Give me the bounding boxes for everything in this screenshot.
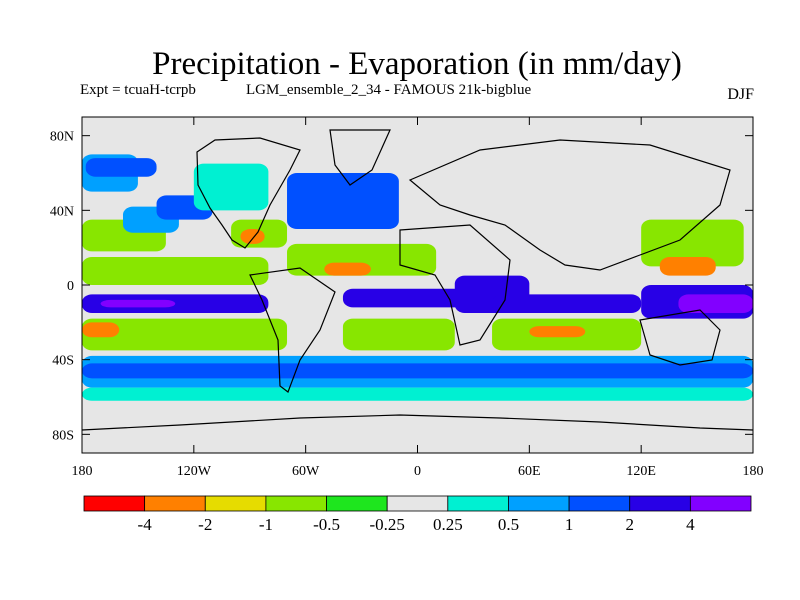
region-subtropical-atlantic bbox=[287, 243, 437, 276]
x-tick-label: 60W bbox=[292, 464, 320, 479]
x-tick-label: 120E bbox=[626, 464, 656, 479]
colorbar-swatch bbox=[508, 495, 570, 512]
region-south-pacific-orange bbox=[82, 322, 120, 338]
colorbar-label: 4 bbox=[686, 515, 695, 534]
colorbar-swatch bbox=[568, 495, 631, 512]
season-label: DJF bbox=[727, 86, 754, 103]
colorbar-swatch bbox=[83, 495, 146, 512]
colorbar-label: 0.25 bbox=[433, 515, 463, 534]
region-south-pacific-dry bbox=[82, 318, 288, 351]
coastline-antarctica bbox=[82, 414, 753, 431]
y-tick-label: 40N bbox=[50, 204, 74, 219]
coastline-australia bbox=[639, 309, 721, 366]
y-tick-label: 80S bbox=[52, 428, 74, 443]
coastline-eurasia bbox=[408, 139, 731, 271]
region-south-indian-orange bbox=[529, 326, 586, 338]
y-tick-label: 0 bbox=[67, 279, 74, 294]
colorbar-swatch bbox=[326, 495, 388, 512]
experiment-label: Expt = tcuaH-tcrpb bbox=[80, 82, 196, 98]
colorbar-label: 0.5 bbox=[498, 515, 519, 534]
region-gulf-dry-core bbox=[240, 229, 265, 244]
region-east-pacific-dry bbox=[82, 257, 269, 285]
colorbar-swatch bbox=[689, 495, 752, 512]
y-tick-label: 40S bbox=[52, 354, 74, 369]
region-west-pacific-dry bbox=[641, 219, 744, 267]
x-tick-label: 180 bbox=[72, 464, 93, 479]
region-west-pacific-orange bbox=[659, 257, 716, 276]
colorbar-label: -1 bbox=[259, 515, 273, 534]
region-north-atlantic-edge bbox=[287, 173, 399, 229]
coastline-south-america bbox=[249, 267, 336, 393]
region-north-pacific-wet bbox=[85, 158, 157, 177]
x-tick-label: 180 bbox=[743, 464, 764, 479]
colorbar-label: -0.5 bbox=[313, 515, 340, 534]
coastlines bbox=[82, 129, 753, 431]
colorbar-swatch bbox=[386, 495, 449, 512]
region-south-atlantic-dry bbox=[342, 318, 455, 351]
coastline-africa bbox=[399, 224, 511, 346]
y-tick-label: 80N bbox=[50, 130, 74, 145]
colorbar-swatch bbox=[144, 495, 206, 512]
colorbar-swatch bbox=[204, 495, 267, 512]
colorbar-swatch bbox=[447, 495, 509, 512]
colorbar-swatch bbox=[629, 495, 691, 512]
x-tick-label: 60E bbox=[518, 464, 541, 479]
region-north-america bbox=[193, 163, 269, 211]
x-tick-label: 0 bbox=[414, 464, 421, 479]
colorbar-label: -4 bbox=[138, 515, 153, 534]
region-atlantic-orange bbox=[324, 262, 371, 276]
region-southern-ocean-outer bbox=[82, 387, 753, 401]
colorbar-swatch bbox=[265, 495, 327, 512]
chart-title: Precipitation - Evaporation (in mm/day) bbox=[152, 46, 682, 82]
colorbar-label: -2 bbox=[198, 515, 212, 534]
colorbar-label: 2 bbox=[625, 515, 634, 534]
colorbar-label: -0.25 bbox=[369, 515, 404, 534]
region-indian-ocean bbox=[492, 294, 642, 313]
run-label: LGM_ensemble_2_34 - FAMOUS 21k-bigblue bbox=[246, 82, 532, 98]
colorbar-label: 1 bbox=[565, 515, 574, 534]
region-maritime-core bbox=[678, 294, 753, 313]
coastline-greenland bbox=[329, 129, 391, 186]
region-southern-ocean-band bbox=[82, 363, 753, 379]
x-tick-label: 120W bbox=[177, 464, 212, 479]
coastline-north-america bbox=[196, 137, 301, 249]
region-itcz-pacific-core bbox=[100, 299, 176, 308]
